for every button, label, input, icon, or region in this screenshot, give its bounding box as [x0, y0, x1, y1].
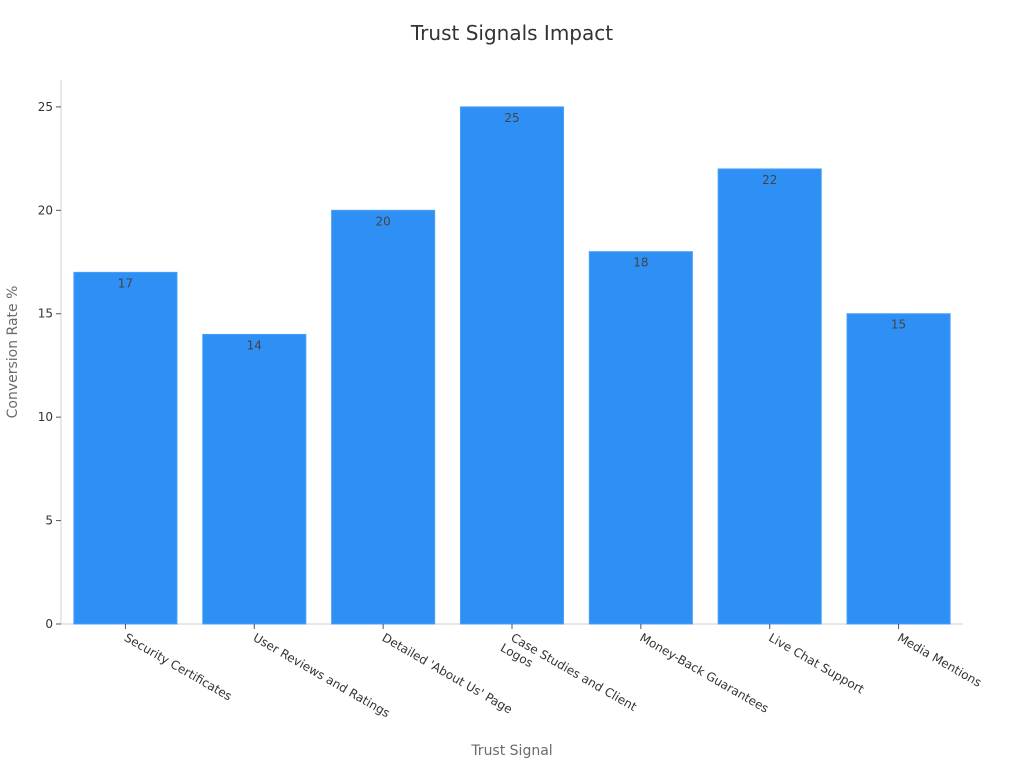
bar-value-label: 17 [118, 276, 133, 290]
bar-value-label: 25 [504, 111, 519, 125]
bar [846, 313, 951, 625]
x-tick-label: Media Mentions [895, 630, 984, 689]
y-axis-title: Conversion Rate % [5, 286, 21, 419]
y-tick-label: 10 [38, 410, 53, 424]
bar [331, 209, 436, 625]
y-tick-label: 20 [38, 203, 53, 217]
y-tick-label: 25 [38, 100, 53, 114]
bar-value-label: 14 [247, 338, 262, 352]
bar [459, 106, 565, 625]
y-tick-label: 5 [45, 514, 53, 528]
x-tick-label: User Reviews and Ratings [251, 630, 393, 720]
bar-value-label: 20 [376, 214, 391, 228]
x-axis-title: Trust Signal [470, 743, 552, 759]
x-tick-label: Security Certificates [122, 630, 234, 703]
chart-title: Trust Signals Impact [410, 21, 613, 45]
bar-value-label: 15 [891, 318, 906, 332]
bar [717, 168, 822, 625]
y-tick-label: 0 [45, 617, 53, 631]
x-tick-label: Live Chat Support [766, 630, 866, 696]
y-tick-label: 15 [38, 307, 53, 321]
bar [588, 251, 693, 625]
plot-area: 0 5 10 15 20 25 17 Security Certificates 14 User … [38, 80, 984, 726]
bar [202, 333, 307, 625]
x-tick-label: Money-Back Guarantees [637, 630, 771, 715]
bar-value-label: 18 [633, 256, 648, 270]
bar-value-label: 22 [762, 173, 777, 187]
x-tick-label: Detailed 'About Us' Page [380, 630, 515, 716]
bar [73, 271, 178, 625]
x-tick-label: Case Studies and ClientLogos [498, 628, 639, 726]
